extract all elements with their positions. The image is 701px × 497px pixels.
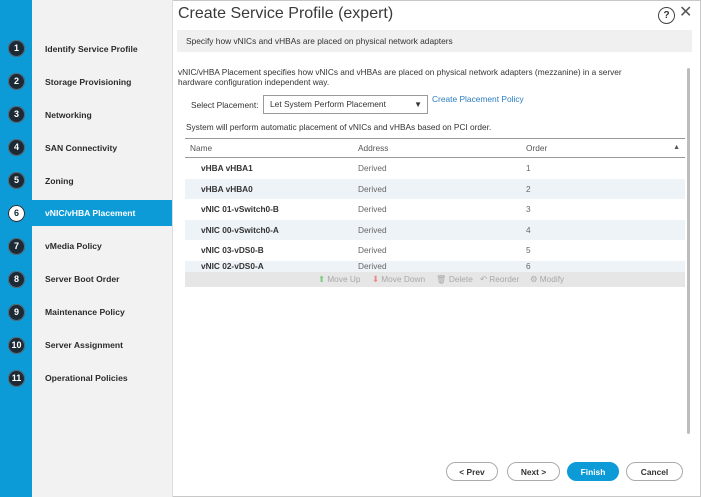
row-order: 2: [526, 183, 531, 194]
auto-placement-note: System will perform automatic placement …: [186, 122, 492, 132]
dialog-subtitle: Specify how vNICs and vHBAs are placed o…: [177, 30, 692, 52]
step-3-number: 3: [8, 106, 25, 123]
help-icon[interactable]: ?: [658, 7, 675, 24]
close-icon[interactable]: ✕: [679, 4, 693, 21]
step-6-number: 6: [8, 205, 25, 222]
vertical-scrollbar[interactable]: [687, 68, 690, 434]
row-address: Derived: [358, 204, 387, 214]
reorder-icon: ↶: [480, 273, 487, 284]
table-row[interactable]: vHBA vHBA0 Derived 2: [185, 178, 685, 199]
sort-ascending-icon[interactable]: ▲: [673, 144, 680, 151]
move-up-button[interactable]: ⬆ Move Up: [318, 272, 360, 287]
step-vmedia-policy[interactable]: vMedia Policy: [45, 241, 102, 251]
modify-button[interactable]: ⚙ Modify: [530, 272, 564, 287]
row-name: vNIC 00-vSwitch0-A: [201, 224, 279, 235]
column-address-header[interactable]: Address: [358, 143, 389, 153]
column-order-header[interactable]: Order: [526, 143, 548, 153]
step-4-number: 4: [8, 139, 25, 156]
table-row[interactable]: vNIC 03-vDS0-B Derived 5: [185, 240, 685, 261]
dropdown-caret-icon: ▼: [414, 100, 422, 109]
row-order: 6: [526, 260, 531, 271]
dialog-title: Create Service Profile (expert): [178, 5, 394, 22]
row-address: Derived: [358, 183, 387, 194]
trash-icon: 🗑: [436, 273, 447, 284]
placement-table: Name Address Order ▲ vHBA vHBA1 Derived …: [185, 138, 685, 287]
row-order: 1: [526, 163, 531, 173]
move-down-label: Move Down: [381, 273, 426, 284]
step-vnic-vhba-placement[interactable]: vNIC/vHBA Placement: [32, 200, 172, 226]
select-placement-label: Select Placement:: [191, 100, 259, 110]
row-name: vNIC 02-vDS0-A: [201, 260, 264, 271]
step-number-rail: 1 2 3 4 5 6 7 8 9 10 11: [0, 0, 32, 497]
step-networking[interactable]: Networking: [45, 110, 92, 120]
delete-label: Delete: [448, 273, 473, 284]
reorder-label: Reorder: [489, 273, 520, 284]
placement-select-value: Let System Perform Placement: [270, 99, 386, 109]
arrow-up-icon: ⬆: [318, 273, 325, 284]
step-9-number: 9: [8, 304, 25, 321]
next-button[interactable]: Next >: [507, 462, 560, 481]
step-maintenance-policy[interactable]: Maintenance Policy: [45, 307, 125, 317]
table-row[interactable]: vNIC 00-vSwitch0-A Derived 4: [185, 219, 685, 240]
move-down-button[interactable]: ⬇ Move Down: [372, 272, 425, 287]
table-row[interactable]: vNIC 01-vSwitch0-B Derived 3: [185, 199, 685, 220]
table-row[interactable]: vHBA vHBA1 Derived 1: [185, 158, 685, 179]
row-name: vHBA vHBA1: [201, 163, 253, 173]
arrow-down-icon: ⬇: [372, 273, 379, 284]
step-5-number: 5: [8, 172, 25, 189]
row-order: 5: [526, 245, 531, 255]
move-up-label: Move Up: [327, 273, 361, 284]
step-identify-service-profile[interactable]: Identify Service Profile: [45, 44, 138, 54]
step-server-boot-order[interactable]: Server Boot Order: [45, 274, 120, 284]
row-order: 4: [526, 224, 531, 235]
reorder-button[interactable]: ↶ Reorder: [480, 272, 519, 287]
row-address: Derived: [358, 163, 387, 173]
gear-icon: ⚙: [530, 273, 538, 284]
delete-button[interactable]: 🗑 Delete: [436, 272, 473, 287]
column-name-header[interactable]: Name: [190, 143, 213, 153]
row-name: vHBA vHBA0: [201, 183, 253, 194]
step-7-number: 7: [8, 238, 25, 255]
table-toolbar: ⬆ Move Up ⬇ Move Down 🗑 Delete ↶ Reorder…: [185, 271, 685, 287]
step-8-number: 8: [8, 271, 25, 288]
sidebar-divider: [172, 0, 173, 497]
step-server-assignment[interactable]: Server Assignment: [45, 340, 124, 350]
step-1-number: 1: [8, 40, 25, 57]
finish-button[interactable]: Finish: [567, 462, 619, 481]
step-2-number: 2: [8, 73, 25, 90]
step-san-connectivity[interactable]: SAN Connectivity: [45, 143, 118, 153]
cancel-button[interactable]: Cancel: [626, 462, 683, 481]
create-placement-policy-link[interactable]: Create Placement Policy: [432, 94, 524, 104]
row-address: Derived: [358, 245, 387, 255]
step-storage-provisioning[interactable]: Storage Provisioning: [45, 77, 132, 87]
step-operational-policies[interactable]: Operational Policies: [45, 373, 128, 383]
table-row[interactable]: vNIC 02-vDS0-A Derived 6: [185, 260, 685, 272]
step-11-number: 11: [8, 370, 25, 387]
step-zoning[interactable]: Zoning: [45, 176, 74, 186]
table-header: Name Address Order ▲: [185, 138, 685, 158]
row-order: 3: [526, 204, 531, 214]
row-address: Derived: [358, 224, 387, 235]
placement-description: vNIC/vHBA Placement specifies how vNICs …: [178, 67, 622, 87]
row-name: vNIC 03-vDS0-B: [201, 245, 264, 255]
step-10-number: 10: [8, 337, 25, 354]
row-name: vNIC 01-vSwitch0-B: [201, 204, 279, 214]
wizard-step-list: Identify Service Profile Storage Provisi…: [32, 0, 172, 497]
row-address: Derived: [358, 260, 387, 271]
placement-select[interactable]: Let System Perform Placement ▼: [263, 95, 428, 114]
prev-button[interactable]: < Prev: [446, 462, 498, 481]
modify-label: Modify: [539, 273, 565, 284]
